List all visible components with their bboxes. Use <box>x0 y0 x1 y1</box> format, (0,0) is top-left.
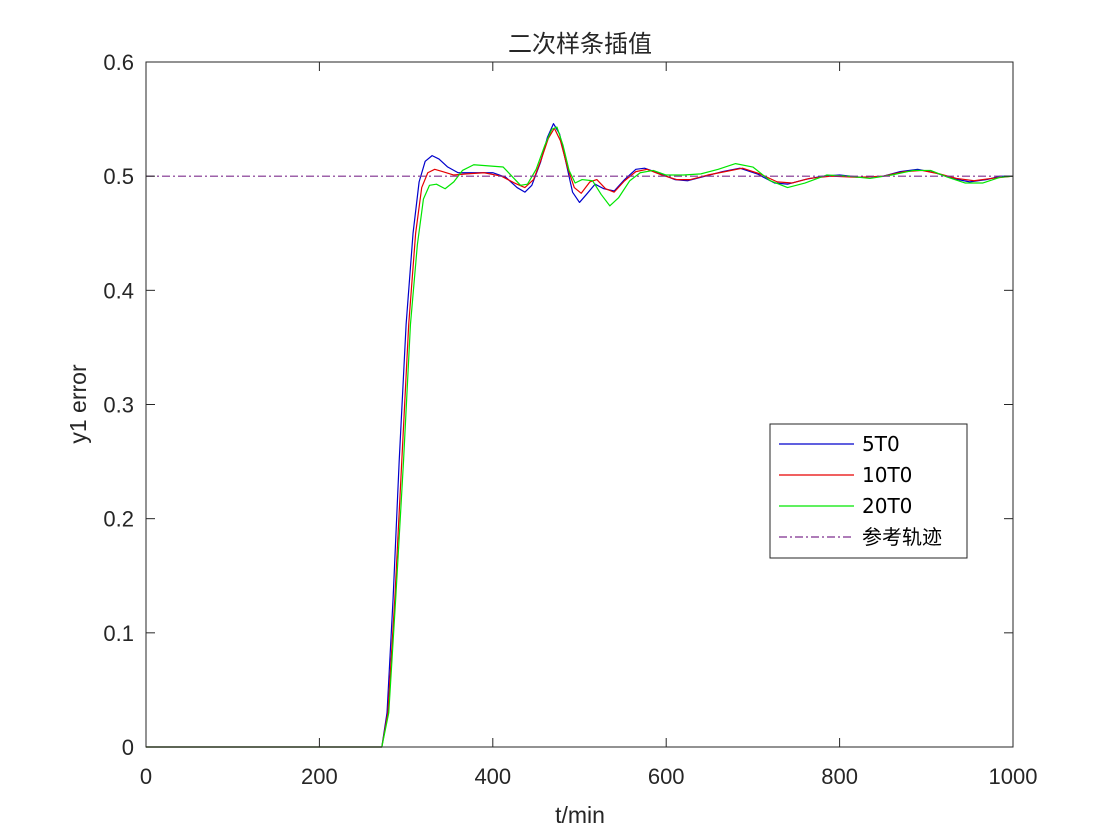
plot-background <box>146 62 1013 747</box>
y-tick-label: 0.3 <box>103 393 134 418</box>
legend-label-1: 10T0 <box>862 463 912 487</box>
x-tick-label: 600 <box>648 764 685 789</box>
tick-layer: 0 200 400 600 800 1000 0 0.1 0.2 0.3 0.4 0.5 0.6 <box>103 50 1037 789</box>
y-axis-label: y1 error <box>65 364 91 444</box>
y-tick-label: 0 <box>122 735 134 760</box>
x-tick-label: 400 <box>474 764 511 789</box>
series-line-1 <box>146 127 1014 748</box>
plot-area <box>146 62 1013 747</box>
legend-label-0: 5T0 <box>862 432 900 456</box>
y-tick-label: 0.6 <box>103 50 134 75</box>
x-tick-label: 1000 <box>989 764 1038 789</box>
y-tick-label: 0.1 <box>103 621 134 646</box>
legend: 5T0 10T0 20T0 参考轨迹 <box>769 423 968 559</box>
chart-title: 二次样条插值 <box>508 30 652 58</box>
x-axis-label: t/min <box>555 802 605 828</box>
legend-label-3: 参考轨迹 <box>862 525 942 549</box>
legend-label-2: 20T0 <box>862 494 912 518</box>
y-tick-label: 0.4 <box>103 278 134 303</box>
y-tick-label: 0.5 <box>103 164 134 189</box>
x-tick-label: 200 <box>301 764 338 789</box>
y-tick-label: 0.2 <box>103 507 134 532</box>
x-tick-label: 800 <box>821 764 858 789</box>
x-tick-label: 0 <box>140 764 152 789</box>
series-layer <box>146 123 1014 748</box>
legend-box <box>769 423 968 559</box>
